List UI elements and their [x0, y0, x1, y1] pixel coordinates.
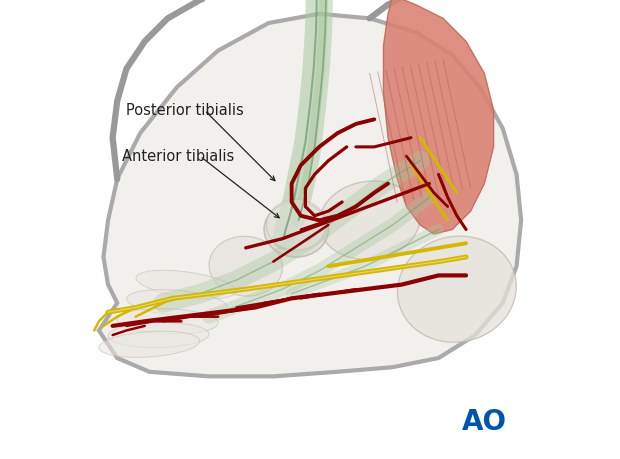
- Text: Posterior tibialis: Posterior tibialis: [126, 103, 244, 118]
- Ellipse shape: [117, 308, 218, 334]
- Ellipse shape: [319, 181, 420, 260]
- Ellipse shape: [209, 236, 283, 296]
- Ellipse shape: [136, 270, 236, 299]
- Ellipse shape: [99, 331, 200, 357]
- Polygon shape: [383, 0, 494, 234]
- Ellipse shape: [108, 322, 209, 348]
- Text: AO: AO: [462, 408, 507, 437]
- Ellipse shape: [267, 200, 326, 250]
- Ellipse shape: [397, 236, 516, 342]
- Ellipse shape: [126, 290, 227, 316]
- Ellipse shape: [264, 202, 329, 257]
- Text: Anterior tibialis: Anterior tibialis: [122, 149, 234, 163]
- Polygon shape: [99, 14, 521, 376]
